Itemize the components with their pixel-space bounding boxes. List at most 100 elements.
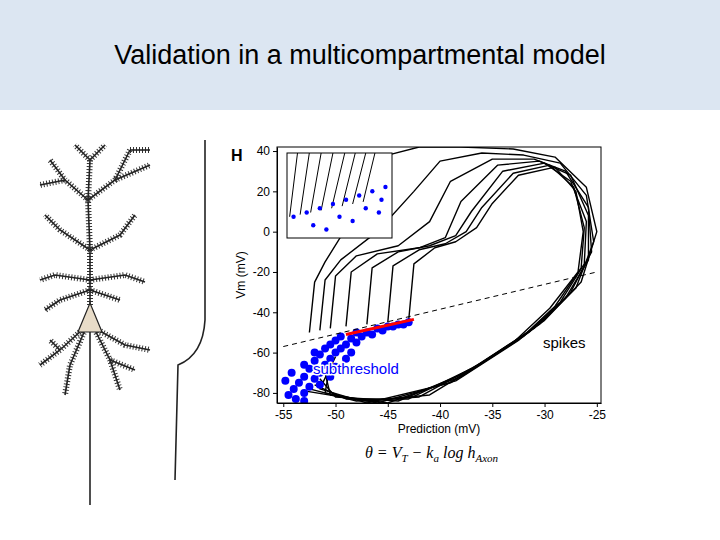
equation-subscript: Axon: [474, 452, 498, 464]
dendrite: [75, 145, 90, 160]
dendrite: [98, 330, 150, 350]
y-tick-mark: [273, 312, 277, 313]
plot-frame: [287, 153, 392, 238]
scatter-point: [377, 210, 381, 214]
dendrite: [130, 149, 150, 151]
x-axis: -55 -50 -45 -40 -35 -30 -25: [275, 403, 606, 422]
scatter-point: [300, 389, 308, 397]
dendrite-spines: [40, 330, 82, 365]
x-tick: -50: [327, 403, 345, 422]
scatter-point: [337, 215, 341, 219]
plot-frame: [277, 147, 601, 403]
dendrite: [90, 145, 105, 160]
y-tick-mark: [273, 272, 277, 273]
dendrite-spines: [90, 215, 135, 250]
dendrite: [95, 330, 120, 390]
dendrite: [50, 340, 60, 350]
slide-title: Validation in a multicompartmental model: [110, 38, 610, 72]
dendrite: [90, 290, 120, 300]
scatter-point: [342, 341, 350, 349]
scatter-point: [318, 206, 322, 210]
axon-collateral: [175, 140, 205, 480]
scatter-point: [350, 219, 354, 223]
scatter-point: [304, 210, 308, 214]
dendrite: [45, 215, 90, 250]
equation-text: θ = V: [365, 444, 404, 461]
y-tick-mark: [273, 232, 277, 233]
scatter-point: [290, 385, 298, 393]
dendrite: [90, 215, 135, 250]
dendrite-spines: [65, 330, 85, 395]
x-tick-label: -50: [327, 408, 345, 422]
dendrite: [88, 160, 90, 305]
dendrite: [40, 275, 90, 280]
annotation: spikes: [543, 334, 586, 351]
x-tick-mark: [492, 403, 493, 407]
scatter-point: [300, 361, 308, 369]
scatter-point: [300, 397, 308, 403]
y-tick-label: -60: [253, 346, 271, 360]
dendrite-spines: [75, 145, 90, 160]
x-tick-mark: [388, 403, 389, 407]
trajectory-line: [346, 319, 414, 334]
dendrite-spines: [90, 290, 120, 300]
soma: [78, 303, 102, 332]
x-tick-label: -55: [275, 408, 293, 422]
y-tick: -40: [253, 306, 277, 320]
plot-background: [287, 153, 392, 238]
dendrite-spines: [98, 330, 150, 350]
scatter-point: [291, 215, 295, 219]
y-tick: -60: [253, 346, 277, 360]
y-tick-label: 20: [257, 185, 271, 199]
x-tick-label: -35: [484, 408, 502, 422]
dendrite: [45, 290, 90, 310]
y-tick-mark: [273, 151, 277, 152]
y-tick-mark: [273, 191, 277, 192]
y-tick: 0: [263, 225, 277, 239]
y-tick: 40: [257, 144, 277, 158]
scatter-point: [311, 223, 315, 227]
y-tick-mark: [273, 353, 277, 354]
x-tick: -25: [589, 403, 607, 422]
dendrite: [65, 330, 85, 395]
scatter-point: [292, 395, 300, 403]
scatter-point: [284, 391, 292, 399]
x-tick-mark: [283, 403, 284, 407]
x-tick-mark: [545, 403, 546, 407]
x-tick: -35: [484, 403, 502, 422]
dendrite-spines: [40, 180, 65, 185]
x-axis-title: Prediction (mV): [398, 422, 481, 436]
dendrite-spines: [50, 340, 60, 350]
y-tick-label: -20: [253, 265, 271, 279]
main-chart: -55 -50 -45 -40 -35 -30 -25 -80 -60 -40 -20 0 20 40 Pr…: [231, 144, 606, 436]
scatter-point: [379, 198, 383, 202]
marks: [290, 153, 388, 232]
inset-chart: [287, 153, 392, 238]
dendrite-spines: [115, 165, 150, 180]
dendrite: [90, 275, 145, 282]
x-tick: -45: [380, 403, 398, 422]
neuron-drawing: [40, 140, 205, 505]
y-tick-label: -80: [253, 386, 271, 400]
scatter-point: [368, 330, 376, 338]
scatter-point: [305, 383, 313, 391]
x-tick: -30: [536, 403, 554, 422]
dendrite-spines: [45, 290, 90, 310]
dendrite: [110, 360, 135, 370]
x-tick: -40: [432, 403, 450, 422]
scatter-point: [324, 227, 328, 231]
title-band: Validation in a multicompartmental model: [0, 0, 720, 110]
dendrite-spines: [130, 147, 150, 153]
scatter-point: [347, 349, 355, 357]
plot-background: [277, 147, 601, 403]
scatter-point: [383, 185, 387, 189]
y-tick: 20: [257, 185, 277, 199]
dendrite-spines: [40, 275, 90, 280]
equation: θ = VT − ka log hAxon: [365, 444, 499, 464]
y-tick: -20: [253, 265, 277, 279]
dendrite-spines: [95, 330, 120, 390]
x-tick-label: -45: [380, 408, 398, 422]
scatter-point: [370, 189, 374, 193]
scatter-point: [364, 206, 368, 210]
dendrite-spines: [90, 275, 145, 282]
